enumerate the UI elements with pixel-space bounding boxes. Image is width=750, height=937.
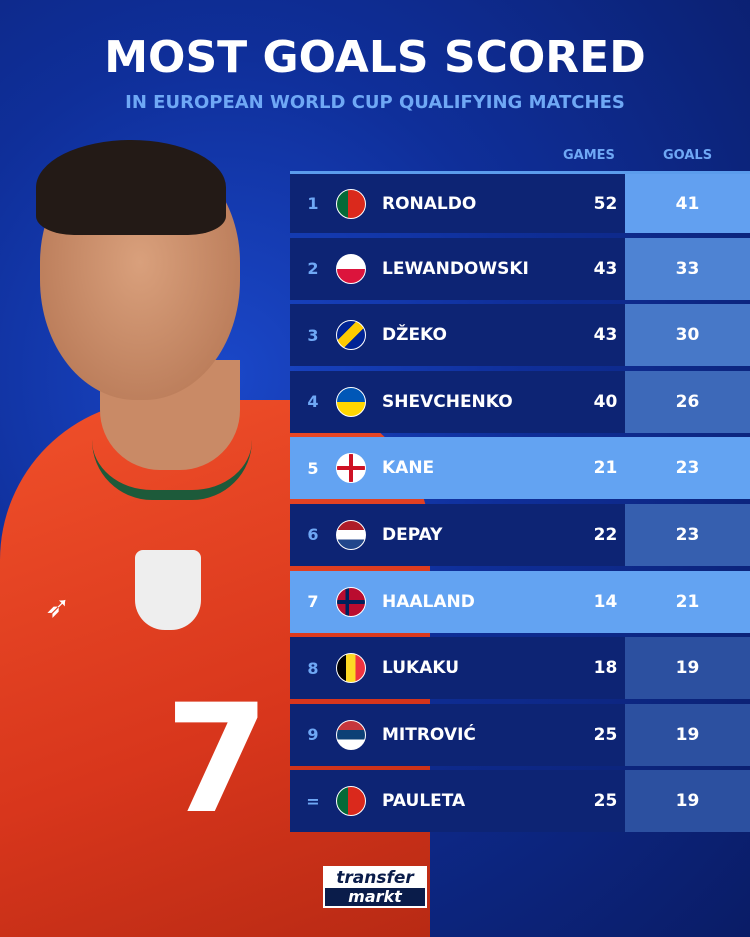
ranking-table: 1 RONALDO 52 41 2 LEWANDOWSKI 43 33 3 DŽEKO 43 30 4 S… [290, 171, 750, 837]
collar [92, 440, 252, 500]
rank: 7 [307, 592, 319, 612]
player-name: DŽEKO [382, 325, 447, 346]
goals-value: 19 [625, 770, 750, 833]
table-row: = PAULETA 25 19 [290, 770, 750, 833]
table-row: 5 KANE 21 23 [290, 437, 750, 500]
goals-value: 21 [625, 570, 750, 633]
goals-value: 33 [625, 237, 750, 300]
table-row: 2 LEWANDOWSKI 43 33 [290, 237, 750, 300]
rank: 8 [307, 658, 319, 678]
games-value: 21 [593, 458, 618, 479]
player-name: KANE [382, 458, 435, 479]
table-row: 9 MITROVIĆ 25 19 [290, 703, 750, 766]
table-row: 6 DEPAY 22 23 [290, 503, 750, 566]
games-value: 22 [593, 524, 618, 545]
games-value: 18 [593, 658, 618, 679]
games-value: 25 [593, 791, 618, 812]
poland-flag-icon [336, 253, 366, 284]
page-subtitle: IN EUROPEAN WORLD CUP QUALIFYING MATCHES [125, 92, 625, 113]
transfermarkt-logo: transfer markt [323, 866, 427, 908]
portugal-flag-icon [336, 188, 366, 219]
rank: 9 [307, 725, 319, 745]
rank: 2 [307, 259, 319, 279]
games-value: 43 [593, 258, 618, 279]
player-name: MITROVIĆ [382, 724, 476, 745]
rank: = [306, 791, 320, 811]
ukraine-flag-icon [336, 386, 366, 417]
table-row: 8 LUKAKU 18 19 [290, 637, 750, 700]
games-value: 25 [593, 724, 618, 745]
page-title: MOST GOALS SCORED [104, 32, 646, 83]
goals-value: 19 [625, 703, 750, 766]
puma-logo-icon: ➶ [45, 590, 71, 625]
goals-header: GOALS [663, 148, 713, 163]
table-row: 7 HAALAND 14 21 [290, 570, 750, 633]
games-value: 52 [593, 193, 618, 214]
serbia-flag-icon [336, 719, 366, 750]
goals-value: 19 [625, 637, 750, 700]
table-row: 3 DŽEKO 43 30 [290, 304, 750, 367]
goals-value: 41 [625, 174, 750, 233]
player-name: PAULETA [382, 791, 466, 812]
games-header: GAMES [563, 148, 615, 163]
table-row: 4 SHEVCHENKO 40 26 [290, 370, 750, 433]
games-value: 14 [593, 591, 618, 612]
portugal-flag-icon [336, 786, 366, 817]
rank: 6 [307, 525, 319, 545]
player-name: RONALDO [382, 193, 477, 214]
rank: 5 [307, 458, 319, 478]
nations-league-badge [135, 550, 201, 630]
games-value: 40 [593, 391, 618, 412]
table-row: 1 RONALDO 52 41 [290, 171, 750, 233]
norway-flag-icon [336, 586, 366, 617]
player-name: LEWANDOWSKI [382, 258, 529, 279]
goals-value: 23 [625, 437, 750, 500]
rank: 3 [307, 325, 319, 345]
belgium-flag-icon [336, 653, 366, 684]
player-name: HAALAND [382, 591, 475, 612]
player-name: LUKAKU [382, 658, 460, 679]
player-name: SHEVCHENKO [382, 391, 513, 412]
goals-value: 23 [625, 503, 750, 566]
goals-value: 26 [625, 370, 750, 433]
rank: 4 [307, 392, 319, 412]
hair [36, 140, 226, 235]
player-name: DEPAY [382, 524, 443, 545]
england-flag-icon [336, 453, 366, 484]
games-value: 43 [593, 325, 618, 346]
rank: 1 [307, 194, 319, 213]
shirt-number: 7 [165, 673, 270, 847]
netherlands-flag-icon [336, 519, 366, 550]
goals-value: 30 [625, 304, 750, 367]
bosnia-flag-icon [336, 320, 366, 351]
